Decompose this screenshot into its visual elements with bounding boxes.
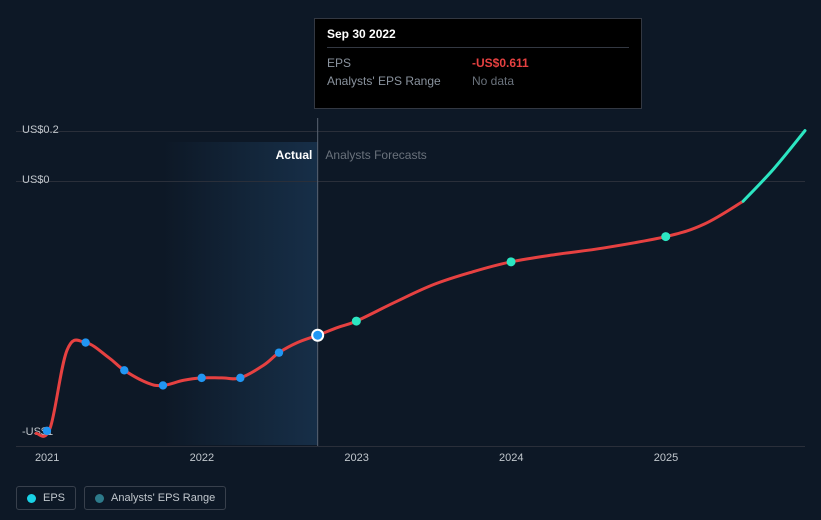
chart-tooltip: Sep 30 2022 EPS -US$0.611 Analysts' EPS …: [314, 18, 642, 109]
tooltip-row-label: Analysts' EPS Range: [327, 72, 472, 90]
legend-dot-icon: [95, 494, 104, 503]
tooltip-row-value: -US$0.611: [472, 54, 529, 72]
legend-item-range[interactable]: Analysts' EPS Range: [84, 486, 226, 510]
eps-chart: US$0.2 US$0 -US$1 Actual Analysts Foreca…: [0, 0, 821, 520]
legend-item-label: EPS: [43, 492, 65, 504]
chart-legend: EPS Analysts' EPS Range: [16, 486, 226, 510]
legend-item-label: Analysts' EPS Range: [111, 492, 215, 504]
tooltip-row: EPS -US$0.611: [327, 54, 629, 72]
tooltip-row-label: EPS: [327, 54, 472, 72]
tooltip-row: Analysts' EPS Range No data: [327, 72, 629, 90]
tooltip-row-value: No data: [472, 72, 514, 90]
tooltip-date: Sep 30 2022: [327, 27, 629, 48]
legend-item-eps[interactable]: EPS: [16, 486, 76, 510]
legend-dot-icon: [27, 494, 36, 503]
